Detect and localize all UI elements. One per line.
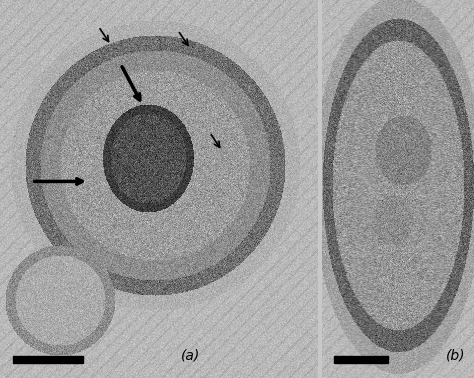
Bar [335, 356, 388, 363]
Text: (b): (b) [446, 349, 465, 363]
Bar [13, 356, 82, 363]
Text: (a): (a) [181, 349, 200, 363]
